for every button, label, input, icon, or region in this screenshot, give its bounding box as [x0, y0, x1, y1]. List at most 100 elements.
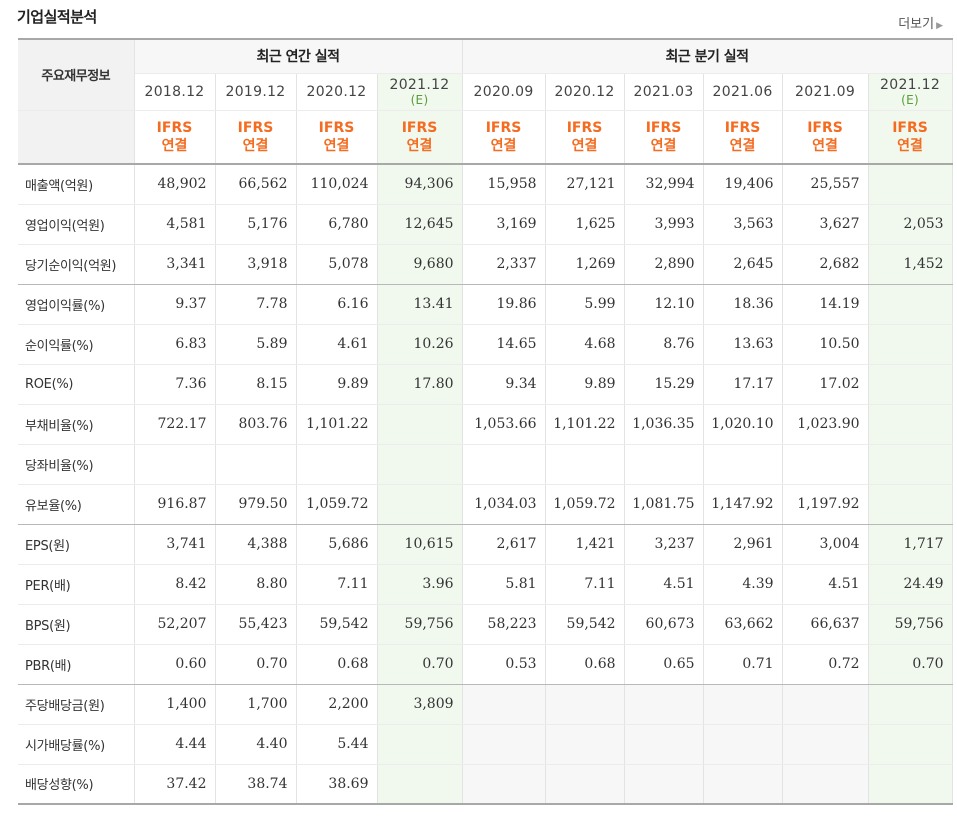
- table-cell: 15,958: [461, 164, 546, 205]
- estimate-mark: (E): [901, 92, 919, 107]
- table-cell: 4,581: [134, 204, 216, 245]
- table-cell: [868, 444, 953, 485]
- table-row: 배당성향(%) 37.42 38.74 38.69: [18, 764, 953, 805]
- table-cell: 1,625: [545, 204, 625, 245]
- table-cell: 5.81: [461, 564, 546, 605]
- date-header: 2021.12 (E): [868, 73, 953, 111]
- table-cell: 12,645: [377, 204, 463, 245]
- ifrs-line1: IFRS: [724, 119, 761, 136]
- table-cell: 5.99: [545, 284, 625, 325]
- row-label: 순이익률(%): [18, 324, 135, 365]
- table-cell: 19,406: [703, 164, 783, 205]
- table-cell: [868, 404, 953, 445]
- table-cell: 12.10: [624, 284, 704, 325]
- table-cell: 0.72: [782, 644, 869, 685]
- table-row: 순이익률(%) 6.83 5.89 4.61 10.26 14.65 4.68 8.76 13.…: [18, 324, 953, 365]
- table-cell: [624, 764, 704, 805]
- row-label: 매출액(억원): [18, 164, 135, 205]
- table-row: PBR(배) 0.60 0.70 0.68 0.70 0.53 0.68 0.65 0.71 0.…: [18, 644, 953, 685]
- table-cell: 5.89: [215, 324, 297, 365]
- table-cell: 3,918: [215, 244, 297, 285]
- ifrs-line1: IFRS: [807, 119, 843, 136]
- table-cell: 2,200: [296, 684, 378, 725]
- ifrs-line2: 연결: [650, 137, 677, 154]
- table-cell: [868, 684, 953, 725]
- table-cell: 52,207: [134, 604, 216, 645]
- table-cell: 13.63: [703, 324, 783, 365]
- table-cell: 17.02: [782, 364, 869, 405]
- table-cell: 722.17: [134, 404, 216, 445]
- table-cell: [868, 484, 953, 525]
- table-cell: 10,615: [377, 524, 463, 565]
- table-cell: 2,645: [703, 244, 783, 285]
- table-row: 주당배당금(원) 1,400 1,700 2,200 3,809: [18, 684, 953, 725]
- table-cell: [782, 724, 869, 765]
- table-cell: [377, 724, 463, 765]
- row-header: 주요재무정보: [18, 38, 135, 111]
- table-cell: [461, 724, 546, 765]
- table-cell: 14.65: [461, 324, 546, 365]
- table-cell: 15.29: [624, 364, 704, 405]
- table-cell: 17.80: [377, 364, 463, 405]
- table-cell: 1,081.75: [624, 484, 704, 525]
- table-cell: 916.87: [134, 484, 216, 525]
- date-header: 2021.03: [624, 73, 704, 111]
- date-label: 2021.06: [712, 83, 773, 100]
- table-cell: [868, 164, 953, 205]
- table-cell: [868, 364, 953, 405]
- row-label: PBR(배): [18, 644, 135, 685]
- table-cell: [545, 724, 625, 765]
- date-header: 2018.12: [134, 73, 216, 111]
- table-row: BPS(원) 52,207 55,423 59,542 59,756 58,223 59,5…: [18, 604, 953, 645]
- table-cell: 0.70: [377, 644, 463, 685]
- date-header: 2021.12 (E): [377, 73, 463, 111]
- table-cell: 1,036.35: [624, 404, 704, 445]
- table-cell: 3,809: [377, 684, 463, 725]
- table-cell: [703, 684, 783, 725]
- table-cell: 1,034.03: [461, 484, 546, 525]
- table-row: EPS(원) 3,741 4,388 5,686 10,615 2,617 1,421 3,2…: [18, 524, 953, 565]
- more-link[interactable]: 더보기 ▶: [898, 13, 943, 32]
- date-label: 2021.12: [389, 76, 450, 93]
- table-cell: 7.78: [215, 284, 297, 325]
- date-header-row: 2018.12 2019.12 2020.12 2021.12 (E) 2020.09 20…: [18, 73, 953, 111]
- table-cell: 1,023.90: [782, 404, 869, 445]
- table-cell: 4.61: [296, 324, 378, 365]
- table-row: PER(배) 8.42 8.80 7.11 3.96 5.81 7.11 4.51 4.39 4.…: [18, 564, 953, 605]
- table-cell: [868, 764, 953, 805]
- table-cell: 803.76: [215, 404, 297, 445]
- table-cell: 110,024: [296, 164, 378, 205]
- row-label: ROE(%): [18, 364, 135, 405]
- table-cell: 4.40: [215, 724, 297, 765]
- table-cell: 5,176: [215, 204, 297, 245]
- table-cell: 1,020.10: [703, 404, 783, 445]
- table-cell: [461, 444, 546, 485]
- date-label: 2021.09: [795, 83, 856, 100]
- table-cell: 3,741: [134, 524, 216, 565]
- table-cell: 979.50: [215, 484, 297, 525]
- table-cell: 2,337: [461, 244, 546, 285]
- table-cell: 2,890: [624, 244, 704, 285]
- table-cell: 5,686: [296, 524, 378, 565]
- table-cell: 59,542: [545, 604, 625, 645]
- table-cell: [703, 444, 783, 485]
- row-label: 시가배당률(%): [18, 724, 135, 765]
- table-cell: [296, 444, 378, 485]
- table-cell: 2,682: [782, 244, 869, 285]
- date-header: 2021.09: [782, 73, 869, 111]
- table-cell: 19.86: [461, 284, 546, 325]
- table-cell: 38.69: [296, 764, 378, 805]
- table-cell: 8.42: [134, 564, 216, 605]
- ifrs-line2: 연결: [406, 137, 433, 154]
- table-cell: 94,306: [377, 164, 463, 205]
- table-cell: 27,121: [545, 164, 625, 205]
- date-header: 2020.12: [296, 73, 378, 111]
- section-title: 기업실적분석: [17, 8, 97, 26]
- row-label: EPS(원): [18, 524, 135, 565]
- row-label: BPS(원): [18, 604, 135, 645]
- table-cell: 4.44: [134, 724, 216, 765]
- table-cell: 5,078: [296, 244, 378, 285]
- date-label: 2020.09: [473, 83, 534, 100]
- table-cell: 1,059.72: [545, 484, 625, 525]
- table-cell: [377, 484, 463, 525]
